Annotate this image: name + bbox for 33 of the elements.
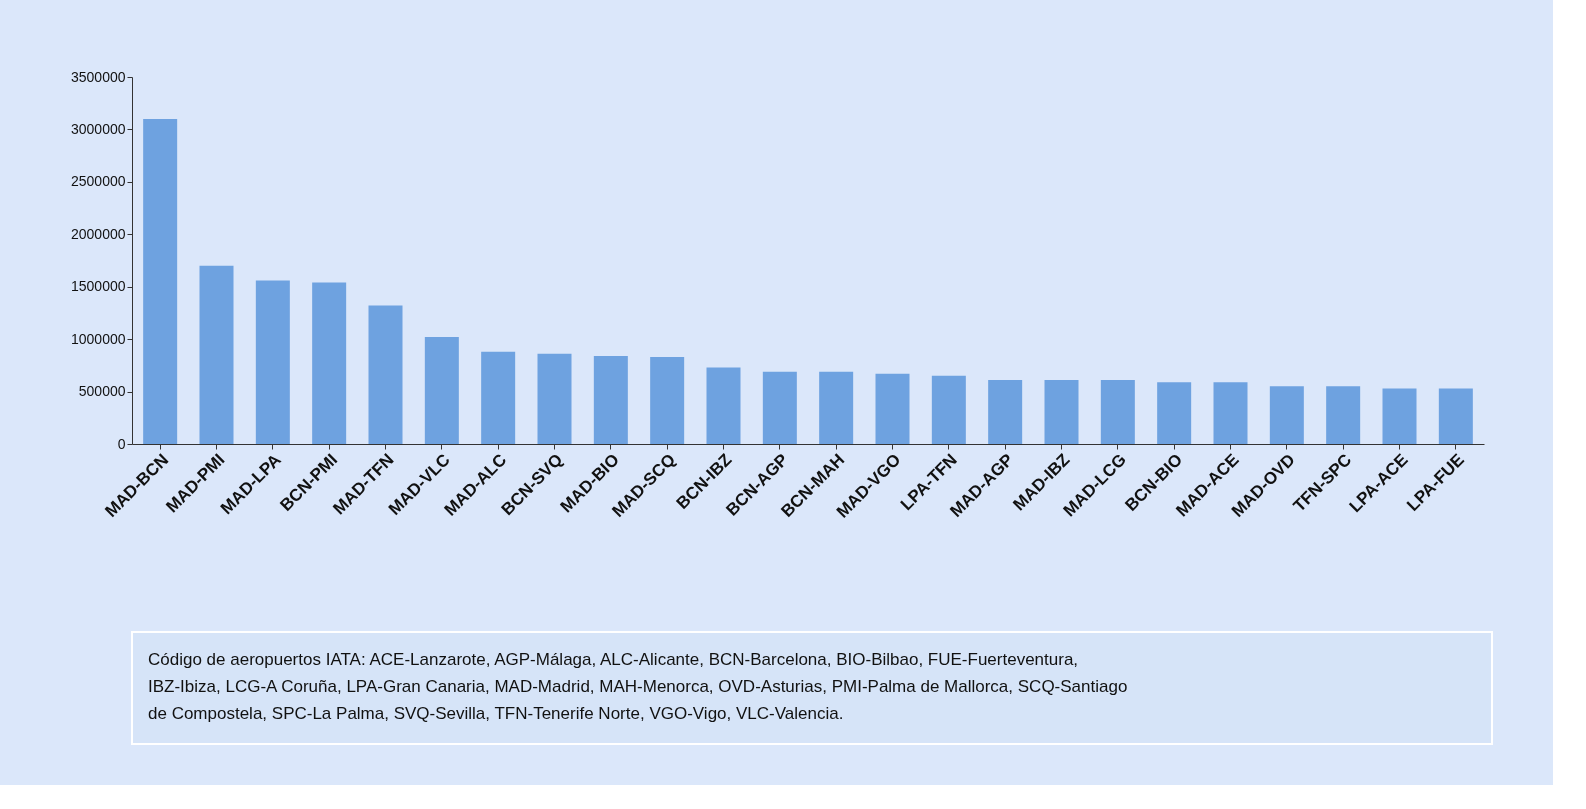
- bar: [199, 265, 234, 444]
- bar: [143, 118, 178, 444]
- bar: [875, 373, 910, 444]
- y-tick-label: 0: [117, 435, 126, 452]
- bar: [706, 367, 741, 444]
- bar: [537, 353, 572, 444]
- bar: [1044, 380, 1079, 444]
- y-tick-label: 500000: [78, 383, 126, 400]
- bar: [1382, 388, 1417, 444]
- bar: [255, 280, 290, 444]
- bar: [1100, 380, 1135, 444]
- bar: [1213, 382, 1248, 444]
- bar: [481, 351, 516, 444]
- text: Código de aeropuertos IATA: ACE-Lanzarote, AGP-Málaga, ALC-Alicante, BCN-Barcelona, BIO-Bilbao, FUE-Fuerteventura, IBZ-Ibiza, LCG-A Coruña, LPA-Gran Canaria, MAD-Madrid, MAH-Menorca, OVD-Asturias, PMI-Palma de Mallorca, SCQ-Santiago de Compostela, SPC-La Palma, SVQ-Sevilla, TFN-Tenerife Norte, VGO-Vigo, VLC-Valencia.: [148, 650, 1128, 723]
- bar: [931, 375, 966, 444]
- bar: [1157, 382, 1192, 444]
- bar: [762, 371, 797, 444]
- bar: [1269, 386, 1304, 444]
- bar: [1438, 388, 1473, 444]
- y-tick-label: 2000000: [70, 225, 126, 242]
- bar: [593, 355, 628, 444]
- y-tick-label: 3500000: [70, 68, 126, 85]
- bar: [424, 337, 459, 444]
- y-tick-label: 2500000: [70, 173, 126, 190]
- y-tick-label: 1000000: [70, 330, 126, 347]
- bar: [1326, 386, 1361, 444]
- bar: [988, 380, 1023, 444]
- bar: [368, 305, 403, 444]
- bar: [650, 356, 685, 444]
- bar: [312, 282, 347, 444]
- y-tick-label: 3000000: [70, 120, 126, 137]
- bar: [819, 371, 854, 444]
- y-tick-label: 1500000: [70, 278, 126, 295]
